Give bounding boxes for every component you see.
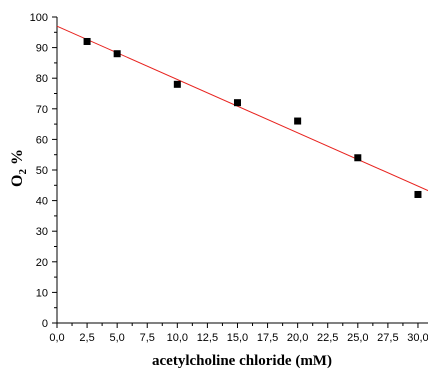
y-tick-label: 100 <box>30 12 48 24</box>
x-tick-label: 15,0 <box>227 332 248 344</box>
y-axis-title-prefix: O <box>9 175 26 187</box>
y-tick-label: 0 <box>42 318 48 330</box>
fit-line <box>56 25 428 192</box>
y-tick-label: 30 <box>36 226 48 238</box>
data-point <box>233 99 241 107</box>
x-tick-label: 27,5 <box>377 332 398 344</box>
y-tick-label: 60 <box>36 134 48 146</box>
y-tick-label: 80 <box>36 73 48 85</box>
x-tick-label: 10,0 <box>167 332 188 344</box>
data-point <box>414 190 422 198</box>
data-points <box>83 37 422 198</box>
x-tick-label: 17,5 <box>257 332 278 344</box>
x-tick-label: 0,0 <box>49 332 64 344</box>
fit-line-layer <box>56 25 428 192</box>
x-tick-label: 12,5 <box>197 332 218 344</box>
y-tick-label: 50 <box>36 165 48 177</box>
x-tick-label: 20,0 <box>287 332 308 344</box>
x-axis: 0,0 2,5 5,0 7,5 10,0 12,5 15,0 17,5 20,0 22,5 25,0… <box>49 323 428 344</box>
x-tick-label: 22,5 <box>317 332 338 344</box>
x-tick-label: 30,0 <box>407 332 428 344</box>
data-point <box>113 50 121 58</box>
y-axis-title-suffix: % <box>9 149 26 169</box>
y-axis-title: O2 % <box>9 149 29 187</box>
y-tick-label: 70 <box>36 104 48 116</box>
y-tick-label: 10 <box>36 287 48 299</box>
data-point <box>83 37 91 45</box>
y-tick-label: 40 <box>36 196 48 208</box>
x-tick-label: 2,5 <box>79 332 94 344</box>
x-tick-label: 7,5 <box>140 332 155 344</box>
y-axis: 0 10 20 30 40 50 60 70 80 90 100 <box>30 12 57 330</box>
x-tick-label: 25,0 <box>347 332 368 344</box>
x-axis-title: acetylcholine chloride (mM) <box>152 353 332 369</box>
data-point <box>173 80 181 88</box>
y-tick-label: 20 <box>36 257 48 269</box>
x-tick-label: 5,0 <box>110 332 125 344</box>
data-point <box>354 154 362 162</box>
plot-frame <box>56 17 428 324</box>
data-point <box>294 117 302 125</box>
y-axis-title-subscript: 2 <box>17 169 29 175</box>
y-tick-label: 90 <box>36 43 48 55</box>
